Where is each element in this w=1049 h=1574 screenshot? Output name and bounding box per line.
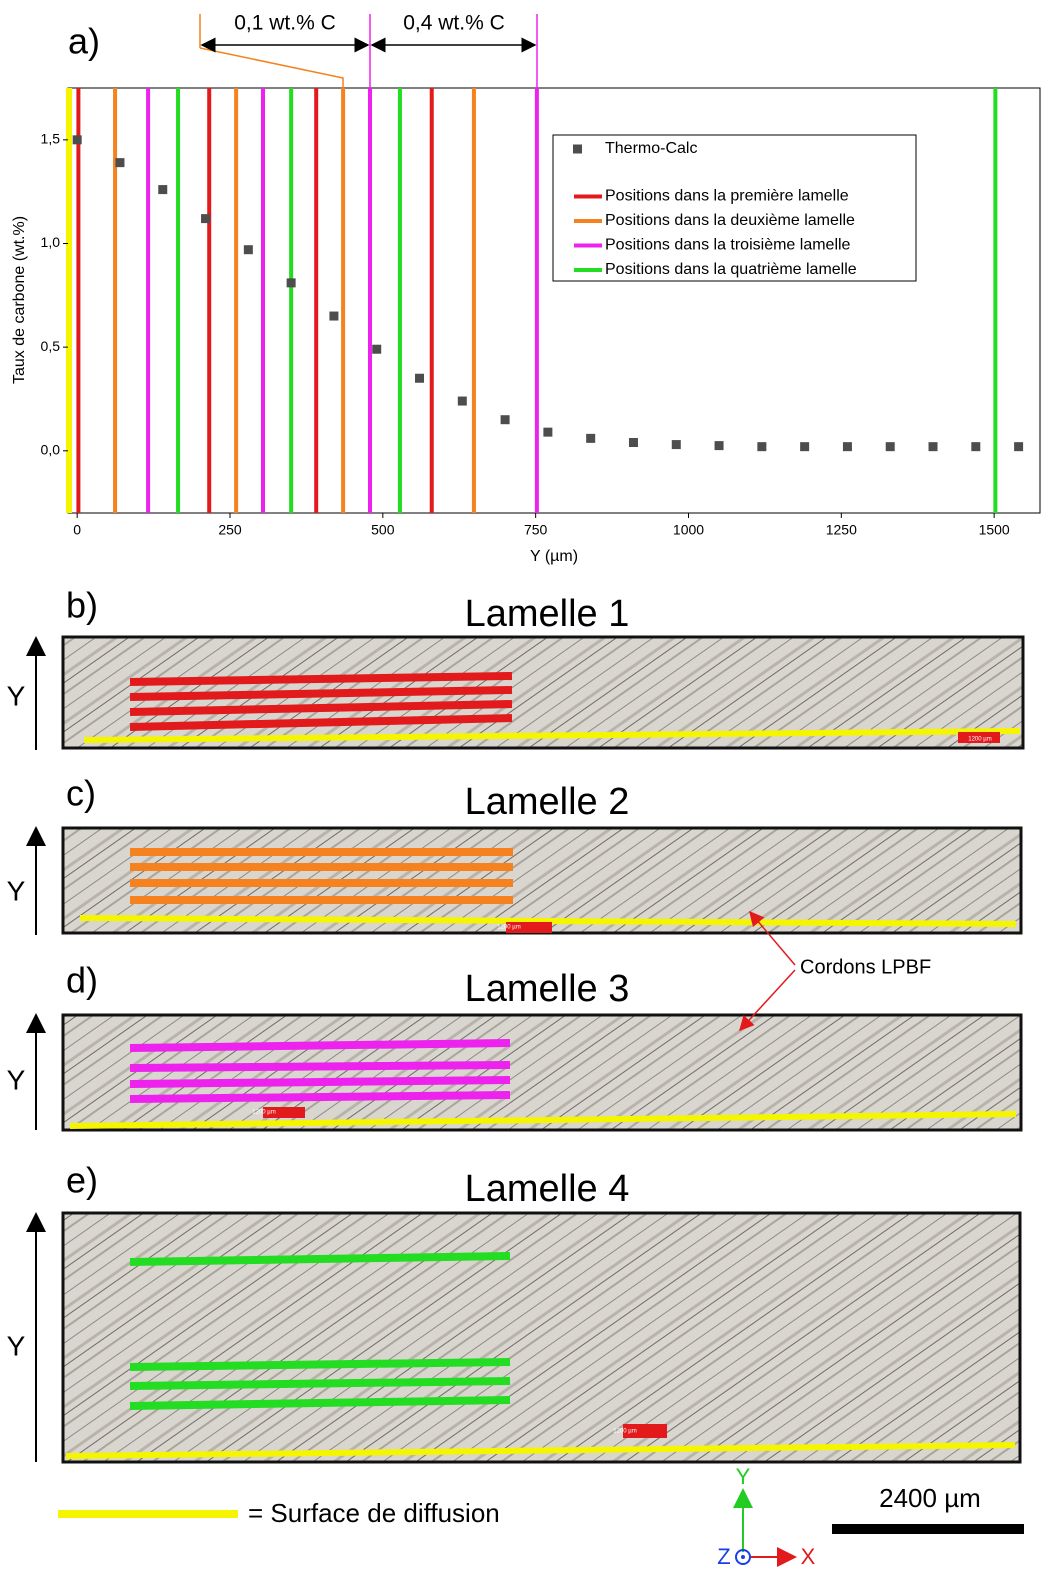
x-tick-label: 1000: [673, 522, 704, 538]
surface-legend: = Surface de diffusion: [248, 1498, 500, 1528]
micrograph-e: [61, 1211, 1022, 1464]
y-tick-label: 1,0: [41, 234, 61, 250]
x-tick-label: 0: [73, 522, 81, 538]
panel-title: Lamelle 4: [465, 1168, 630, 1210]
axis-z: [735, 1549, 751, 1565]
annotation: 0,1 wt.% C: [234, 12, 336, 35]
point: [757, 442, 767, 452]
callout: Cordons LPBF: [800, 956, 931, 978]
point: [72, 135, 82, 145]
callout-arrow: [738, 969, 796, 1032]
point: [158, 185, 168, 195]
point: [971, 442, 981, 452]
point: [628, 438, 638, 448]
point: [415, 373, 425, 383]
scale-label: 1200 µm: [968, 737, 991, 743]
legend-label: Positions dans la troisième lamelle: [605, 237, 851, 254]
legend-label: Positions dans la deuxième lamelle: [605, 212, 855, 229]
callout-arrow: [749, 910, 796, 966]
y-tick-label: 0,5: [41, 338, 61, 354]
point: [1014, 442, 1024, 452]
micrograph-c: [61, 826, 1023, 935]
y-arrow-label: Y: [7, 1064, 26, 1095]
point: [543, 427, 553, 437]
panel-title: Lamelle 3: [465, 968, 630, 1010]
scale-label: 2400 µm: [879, 1483, 981, 1513]
triad-z: Z: [717, 1544, 730, 1569]
x-tick-label: 750: [524, 522, 548, 538]
panel-title: Lamelle 2: [465, 781, 630, 823]
micrograph-b: [61, 635, 1025, 750]
point: [372, 344, 382, 354]
surface-line: [66, 88, 72, 513]
x-tick-label: 500: [371, 522, 395, 538]
point: [671, 440, 681, 450]
triad-x: X: [801, 1544, 816, 1569]
y-arrow-label: Y: [7, 1330, 26, 1361]
scale-label: 1200 µm: [252, 1110, 275, 1116]
x-tick-label: 1250: [826, 522, 857, 538]
triad-y: Y: [736, 1464, 751, 1489]
y-axis-label: Taux de carbone (wt.%): [11, 216, 28, 384]
legend-label: Positions dans la première lamelle: [605, 188, 849, 205]
x-tick-label: 250: [218, 522, 242, 538]
panel-label: a): [68, 21, 100, 62]
y-tick-label: 1,5: [41, 131, 61, 147]
x-axis-label: Y (µm): [530, 548, 578, 565]
legend-label: Positions dans la quatrième lamelle: [605, 261, 857, 278]
panel-label: d): [66, 960, 98, 1001]
annotation: 0,4 wt.% C: [403, 12, 505, 35]
point: [500, 415, 510, 425]
point: [201, 214, 211, 224]
point: [586, 433, 596, 443]
point: [714, 441, 724, 451]
point: [115, 158, 125, 168]
panel-label: b): [66, 585, 98, 626]
point: [885, 442, 895, 452]
x-tick-label: 1500: [979, 522, 1010, 538]
point: [800, 442, 810, 452]
panel-label: e): [66, 1160, 98, 1201]
legend-box: [552, 134, 917, 282]
point: [457, 396, 467, 406]
y-tick-label: 0,0: [41, 442, 61, 458]
micrograph-d: [61, 1013, 1023, 1132]
y-arrow-label: Y: [7, 680, 26, 711]
scale-label: 1200 µm: [497, 925, 520, 931]
panel-labels: b) Lamelle 1 Y 1200 µm c) Lamelle 2 Y 1200 µm d)…: [7, 585, 992, 1462]
y-arrow-label: Y: [7, 875, 26, 906]
point: [329, 311, 339, 321]
point: [928, 442, 938, 452]
bracket: [199, 47, 344, 88]
point: [286, 278, 296, 288]
panel-title: Lamelle 1: [465, 593, 630, 635]
scale-bar: [832, 1524, 1024, 1534]
legend-marker: [573, 144, 582, 154]
axis-z: [741, 1555, 745, 1559]
scale-label: 1200 µm: [613, 1429, 636, 1435]
panel-label: c): [66, 773, 96, 814]
point: [842, 442, 852, 452]
point: [243, 245, 253, 255]
legend-label: Thermo-Calc: [605, 140, 697, 157]
